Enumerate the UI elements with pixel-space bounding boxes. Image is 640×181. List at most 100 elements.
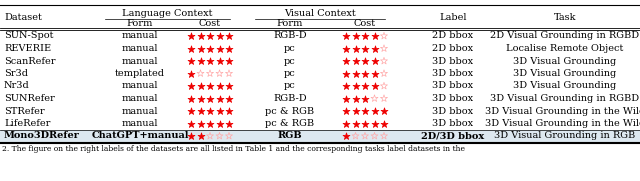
Point [186,47,196,50]
Point [195,97,205,100]
Point [379,72,389,75]
Text: pc: pc [284,81,296,90]
Text: manual: manual [122,119,158,128]
Text: 2D bbox: 2D bbox [433,44,474,53]
Point [205,47,215,50]
Point [224,72,234,75]
Text: REVERIE: REVERIE [4,44,51,53]
Point [341,60,351,62]
Text: SUN-Spot: SUN-Spot [4,31,54,41]
Point [350,35,360,37]
Text: Cost: Cost [354,18,376,28]
Text: 3D Visual Grounding in the Wild: 3D Visual Grounding in the Wild [485,106,640,115]
Point [214,72,225,75]
Point [214,35,225,37]
Text: 2D Visual Grounding in RGBD: 2D Visual Grounding in RGBD [490,31,639,41]
Point [369,122,380,125]
Point [360,47,370,50]
Point [224,60,234,62]
Text: 3D bbox: 3D bbox [433,56,474,66]
Point [195,122,205,125]
Point [186,134,196,137]
Text: manual: manual [122,81,158,90]
Text: Visual Context: Visual Context [284,9,356,18]
Point [224,134,234,137]
Text: pc: pc [284,56,296,66]
Text: RGB-D: RGB-D [273,94,307,103]
Text: 3D Visual Grounding in RGB: 3D Visual Grounding in RGB [494,132,636,140]
Point [379,85,389,87]
Text: ScanRefer: ScanRefer [4,56,56,66]
Point [195,47,205,50]
Point [224,110,234,112]
Point [341,35,351,37]
Text: manual: manual [122,106,158,115]
Text: Localise Remote Object: Localise Remote Object [506,44,624,53]
Point [350,72,360,75]
Point [379,97,389,100]
Text: 3D bbox: 3D bbox [433,94,474,103]
Text: Language Context: Language Context [122,9,212,18]
Point [186,122,196,125]
Point [205,85,215,87]
Point [360,35,370,37]
Text: manual: manual [122,31,158,41]
Point [360,85,370,87]
Point [360,122,370,125]
Point [186,110,196,112]
Point [224,85,234,87]
Point [214,122,225,125]
Text: Form: Form [277,18,303,28]
Point [341,47,351,50]
Point [369,97,380,100]
Text: LifeRefer: LifeRefer [4,119,51,128]
Point [350,85,360,87]
Point [214,85,225,87]
Point [195,85,205,87]
Point [205,72,215,75]
Point [341,134,351,137]
Point [195,110,205,112]
Text: 3D Visual Grounding: 3D Visual Grounding [513,69,616,78]
Text: 3D bbox: 3D bbox [433,119,474,128]
Text: ChatGPT+manual: ChatGPT+manual [92,132,189,140]
Text: Nr3d: Nr3d [4,81,29,90]
Text: STRefer: STRefer [4,106,45,115]
Text: Form: Form [127,18,153,28]
Point [369,60,380,62]
Text: templated: templated [115,69,165,78]
Point [350,110,360,112]
Point [379,110,389,112]
Text: 3D Visual Grounding in RGBD: 3D Visual Grounding in RGBD [490,94,639,103]
Text: RGB-D: RGB-D [273,31,307,41]
Point [369,134,380,137]
Point [379,134,389,137]
Point [214,60,225,62]
Point [224,122,234,125]
Point [205,97,215,100]
Point [205,134,215,137]
Text: Task: Task [554,14,576,22]
Point [186,97,196,100]
Point [214,47,225,50]
Text: 2. The figure on the right labels of the datasets are all listed in Table 1 and : 2. The figure on the right labels of the… [2,145,465,153]
Point [379,47,389,50]
Point [360,110,370,112]
Point [350,97,360,100]
Point [369,47,380,50]
Point [195,35,205,37]
Point [195,72,205,75]
Text: 3D Visual Grounding: 3D Visual Grounding [513,56,616,66]
Point [379,122,389,125]
Point [186,72,196,75]
Text: Dataset: Dataset [4,14,42,22]
Text: manual: manual [122,44,158,53]
Text: 3D bbox: 3D bbox [433,81,474,90]
Point [360,72,370,75]
Point [186,85,196,87]
Text: pc: pc [284,44,296,53]
Point [350,134,360,137]
Text: pc & RGB: pc & RGB [266,119,315,128]
Text: 3D Visual Grounding in the Wild: 3D Visual Grounding in the Wild [485,119,640,128]
Point [369,110,380,112]
